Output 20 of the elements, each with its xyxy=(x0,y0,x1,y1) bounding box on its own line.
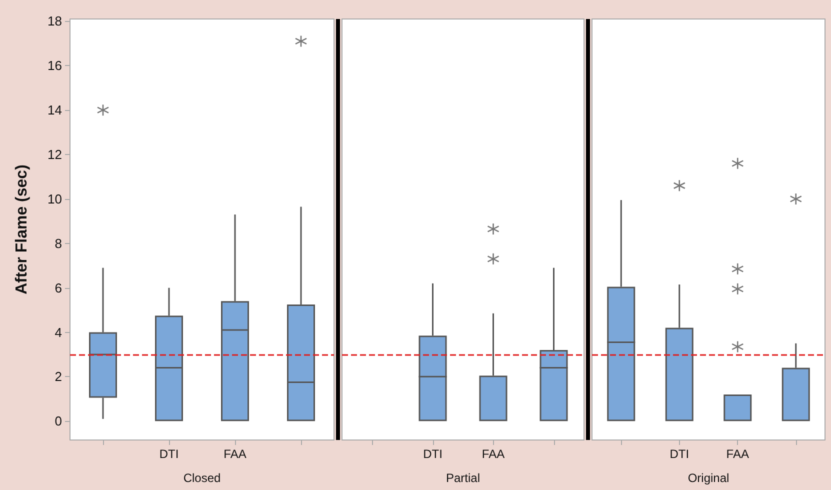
y-tick-label: 16 xyxy=(48,58,62,74)
x-tick-label: FAA xyxy=(726,447,749,461)
y-tick-label: 12 xyxy=(48,147,62,162)
y-tick-label: 6 xyxy=(54,280,62,296)
x-tick-label: DTI xyxy=(159,447,179,461)
x-tick-label: DTI xyxy=(423,447,442,461)
x-axis-title: Partial xyxy=(446,471,480,485)
y-tick-label: 18 xyxy=(48,14,62,29)
x-tick-label: FAA xyxy=(482,447,505,461)
x-axis-title: Original xyxy=(688,471,730,485)
x-tick-label: FAA xyxy=(224,447,246,461)
y-tick-label: 4 xyxy=(54,324,62,340)
y-tick-label: 10 xyxy=(48,191,62,206)
x-axis-title: Closed xyxy=(183,471,221,485)
y-axis-title: After Flame (sec) xyxy=(14,164,30,294)
y-tick-label: 0 xyxy=(54,414,62,429)
x-tick-label: DTI xyxy=(670,447,690,461)
y-tick-label: 2 xyxy=(54,369,62,384)
y-tick-label: 8 xyxy=(54,236,62,251)
y-tick-label: 14 xyxy=(48,102,62,118)
